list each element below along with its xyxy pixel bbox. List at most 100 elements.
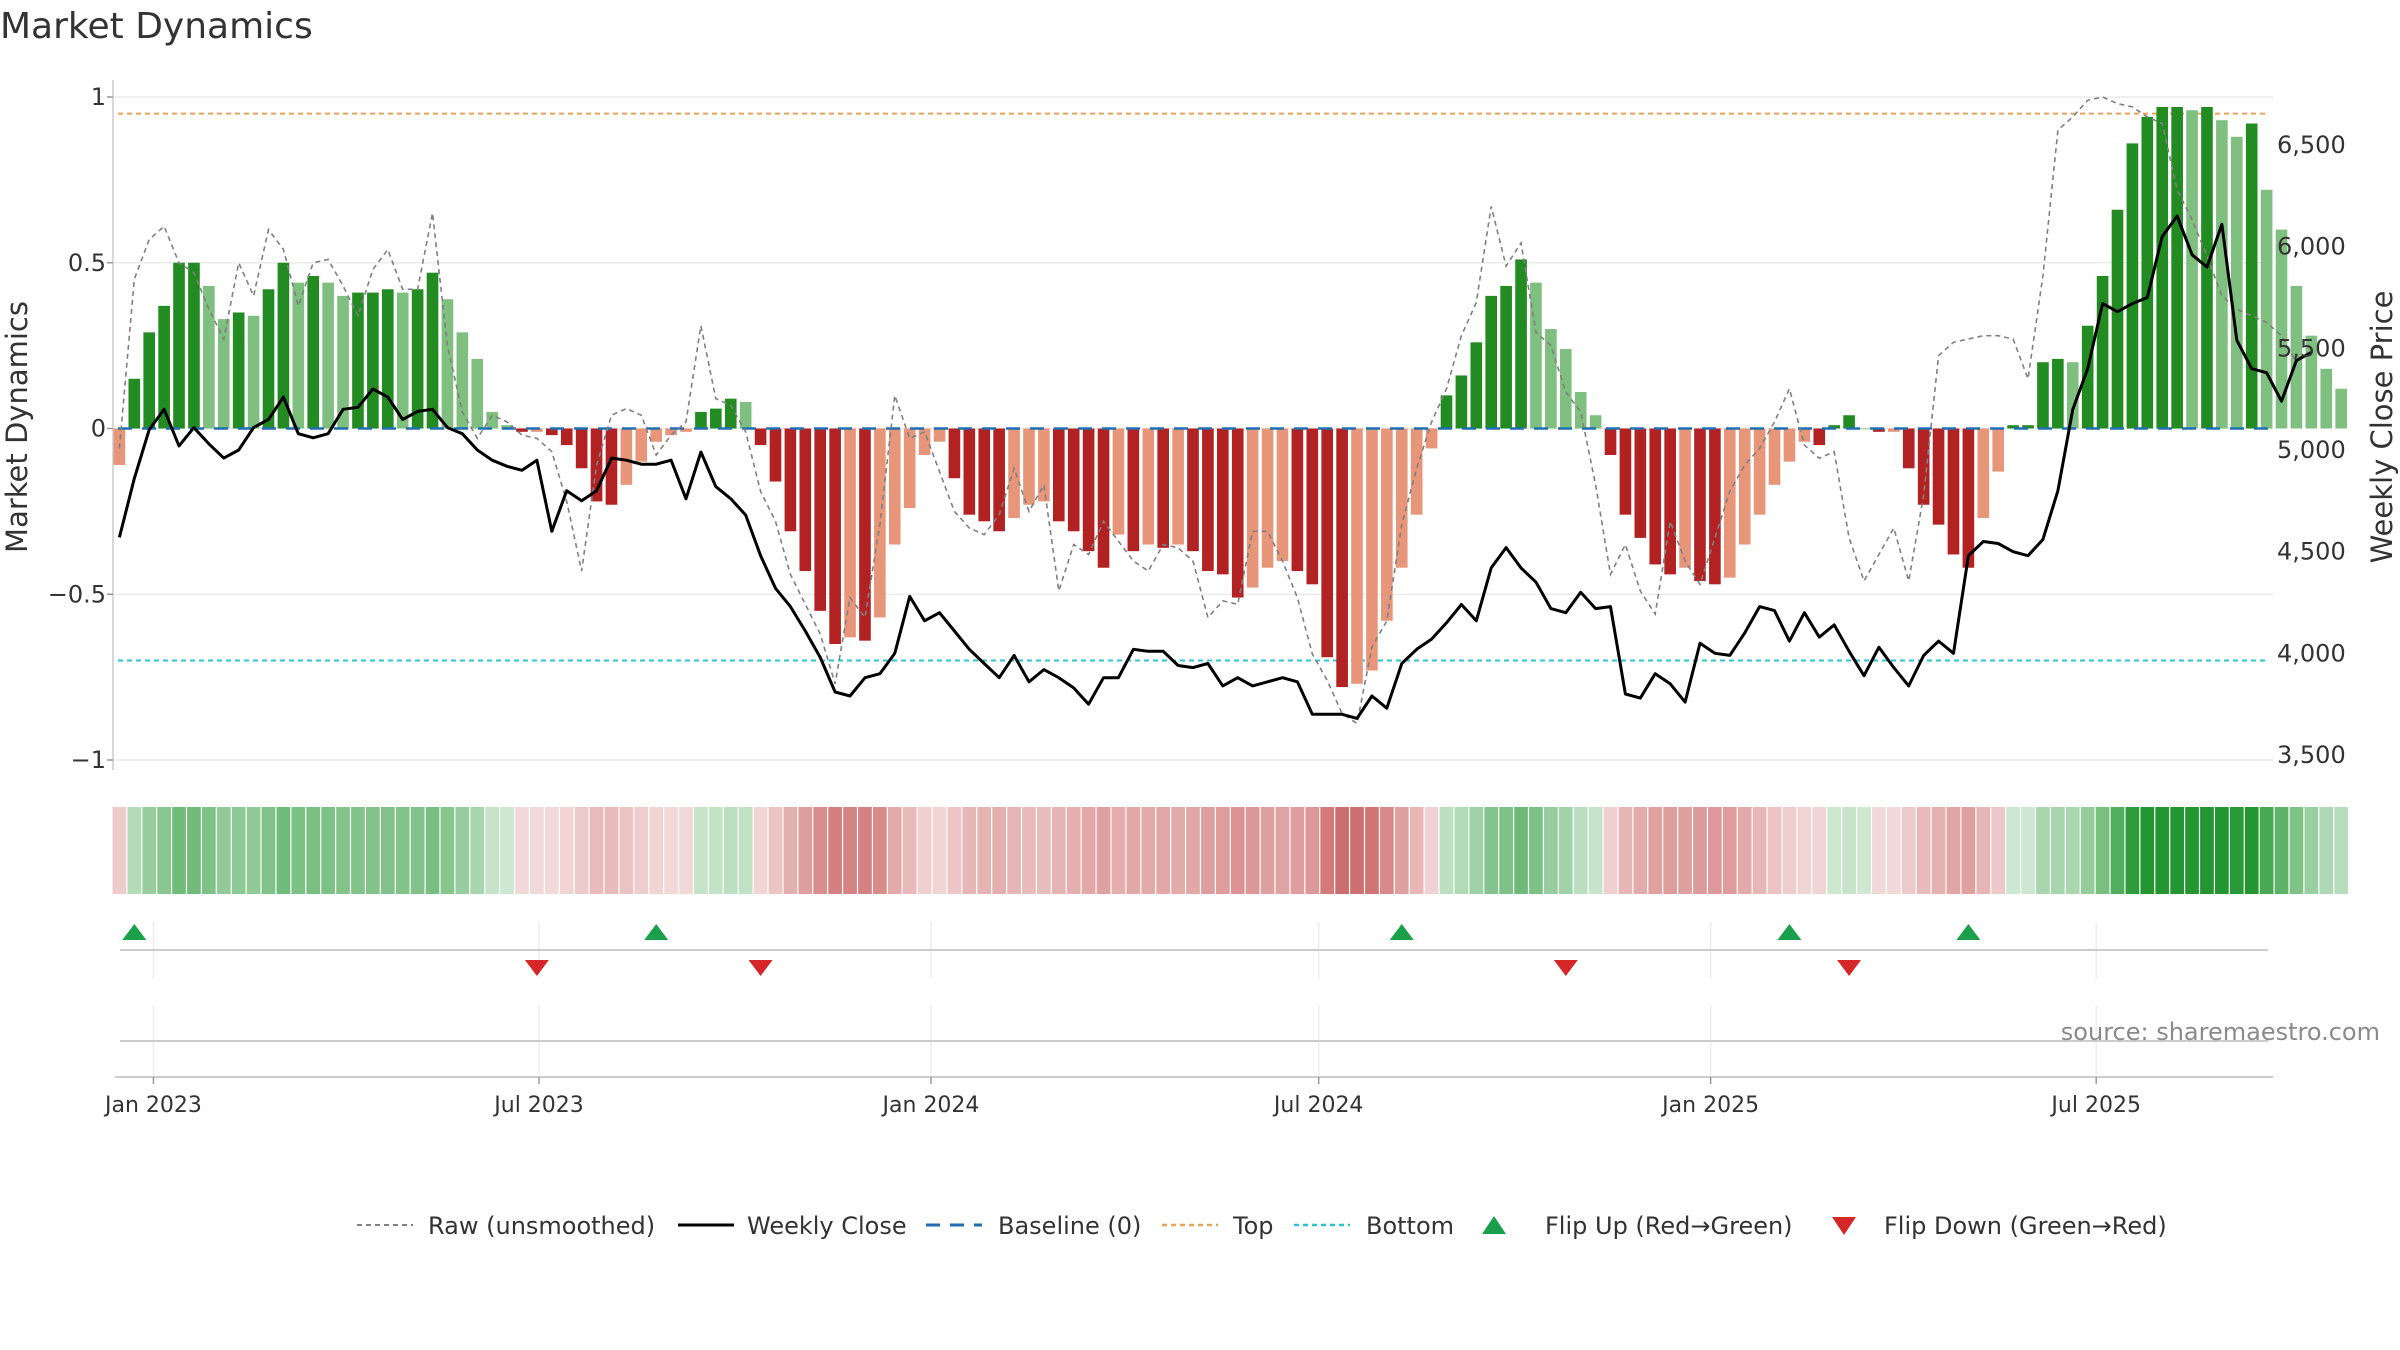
regime-strip-cell xyxy=(485,807,500,894)
market-dynamics-bar xyxy=(1604,428,1617,456)
market-dynamics-bar xyxy=(471,358,484,429)
market-dynamics-bar xyxy=(1440,395,1453,429)
legend-baseline-label: Baseline (0) xyxy=(998,1212,1141,1240)
regime-strip-cell xyxy=(2036,807,2050,894)
regime-strip-cell xyxy=(306,807,321,894)
regime-strip-cell xyxy=(246,807,261,894)
regime-strip-cell xyxy=(649,807,664,894)
market-dynamics-bar xyxy=(2081,325,2094,429)
regime-strip-cell xyxy=(1961,807,1976,894)
market-dynamics-bar xyxy=(1992,428,2005,472)
x-tick-label: Jan 2025 xyxy=(1660,1093,1759,1118)
market-dynamics-bar xyxy=(501,425,513,429)
market-dynamics-bar xyxy=(143,332,156,429)
regime-strip-cell xyxy=(1946,807,1961,894)
regime-strip-cell xyxy=(1618,807,1633,894)
regime-strip-cell xyxy=(380,807,395,894)
reference-lines xyxy=(118,112,2268,662)
regime-strip-cell xyxy=(515,807,529,894)
market-dynamics-bar xyxy=(1768,428,1781,485)
market-dynamics-bar xyxy=(1381,428,1393,621)
market-dynamics-bar xyxy=(1694,428,1706,581)
regime-strip-cell xyxy=(798,807,813,894)
regime-strip-cell xyxy=(932,807,947,894)
regime-strip-cell xyxy=(1916,807,1931,894)
right-y-ticks: 6,500 6,000 5,500 5,000 4,500 4,000 3,500 xyxy=(2277,131,2346,769)
regime-strip-cell xyxy=(1931,807,1946,894)
market-dynamics-bar xyxy=(1082,428,1095,552)
regime-strip-cell xyxy=(1633,807,1648,894)
y-tick-label-left: −1 xyxy=(71,746,106,774)
market-dynamics-bar xyxy=(2245,123,2258,429)
regime-strip-cell xyxy=(1454,807,1469,894)
market-dynamics-bar xyxy=(1336,428,1348,688)
market-dynamics-bar xyxy=(2037,362,2049,429)
market-dynamics-bar xyxy=(411,289,424,429)
regime-strip-cell xyxy=(843,807,857,894)
market-dynamics-bar xyxy=(2171,106,2183,429)
main-panel: 1 0.5 0 −0.5 −1 6,500 6,000 5,500 5,000 4,500 4,0… xyxy=(0,80,2399,774)
market-dynamics-bar xyxy=(247,315,260,429)
regime-strip-cell xyxy=(947,807,962,894)
market-dynamics-bar xyxy=(1634,428,1647,538)
y-tick-label-left: −0.5 xyxy=(48,580,106,608)
market-dynamics-bar xyxy=(1917,428,1930,505)
market-dynamics-bar xyxy=(829,428,841,644)
regime-strip-cell xyxy=(112,807,127,894)
regime-strip-cell xyxy=(1051,807,1066,894)
market-dynamics-bar xyxy=(680,428,692,432)
market-dynamics-bar xyxy=(1813,428,1826,446)
regime-strip-cell xyxy=(2229,807,2244,894)
flip-up-marker xyxy=(1777,924,1802,940)
regime-strip-cell xyxy=(1872,807,1886,894)
market-dynamics-bar xyxy=(2066,362,2079,429)
regime-strip-cell xyxy=(2095,807,2110,894)
regime-strip-cell xyxy=(1350,807,1364,894)
market-dynamics-bar xyxy=(2156,106,2169,429)
regime-strip-cell xyxy=(1842,807,1856,894)
regime-strip-cell xyxy=(1320,807,1335,894)
regime-strip-cell xyxy=(813,807,828,894)
regime-strip-cell xyxy=(366,807,380,894)
market-dynamics-bar xyxy=(2275,229,2288,429)
market-dynamics-bar xyxy=(903,428,916,509)
regime-strip-cell xyxy=(470,807,485,894)
regime-strip-cell xyxy=(1066,807,1081,894)
market-dynamics-bar xyxy=(367,292,379,429)
market-dynamics-bar xyxy=(232,312,245,429)
regime-strip-cell xyxy=(1991,807,2006,894)
left-y-ticks: 1 0.5 0 −0.5 −1 xyxy=(48,83,113,774)
market-dynamics-bar xyxy=(993,428,1005,532)
market-dynamics-bar xyxy=(2096,276,2109,429)
regime-strip-cell xyxy=(1797,807,1812,894)
market-dynamics-bar xyxy=(441,299,454,429)
market-dynamics-bar xyxy=(1873,428,1885,432)
market-dynamics-bar xyxy=(769,428,782,482)
regime-strip-cell xyxy=(410,807,425,894)
regime-strip-cell xyxy=(723,807,738,894)
market-dynamics-bar xyxy=(203,285,215,429)
market-dynamics-bar xyxy=(1798,428,1811,442)
market-dynamics-bar xyxy=(933,428,946,442)
market-dynamics-bar xyxy=(1932,428,1945,525)
regime-strip-cell xyxy=(291,807,306,894)
regime-strip-cell xyxy=(1752,807,1767,894)
regime-strip-cell xyxy=(157,807,171,894)
regime-strip-cell xyxy=(1484,807,1499,894)
market-dynamics-bar xyxy=(516,428,528,432)
market-dynamics-bar xyxy=(1425,428,1438,449)
market-dynamics-bar xyxy=(1052,428,1065,522)
market-dynamics-bar xyxy=(724,398,737,429)
market-dynamics-bar xyxy=(1530,282,1542,429)
market-dynamics-bar xyxy=(322,282,334,429)
legend-flip-up-label: Flip Up (Red→Green) xyxy=(1545,1212,1793,1240)
regime-strip-cell xyxy=(753,807,768,894)
regime-strip-cell xyxy=(1827,807,1842,894)
regime-strip-cell xyxy=(1201,807,1215,894)
regime-strip-cell xyxy=(1693,807,1707,894)
regime-strip-cell xyxy=(2200,807,2214,894)
market-dynamics-bar xyxy=(1157,428,1169,548)
market-dynamics-bar xyxy=(560,428,573,446)
regime-strip-cell xyxy=(1260,807,1275,894)
market-dynamics-bar xyxy=(1321,428,1334,658)
